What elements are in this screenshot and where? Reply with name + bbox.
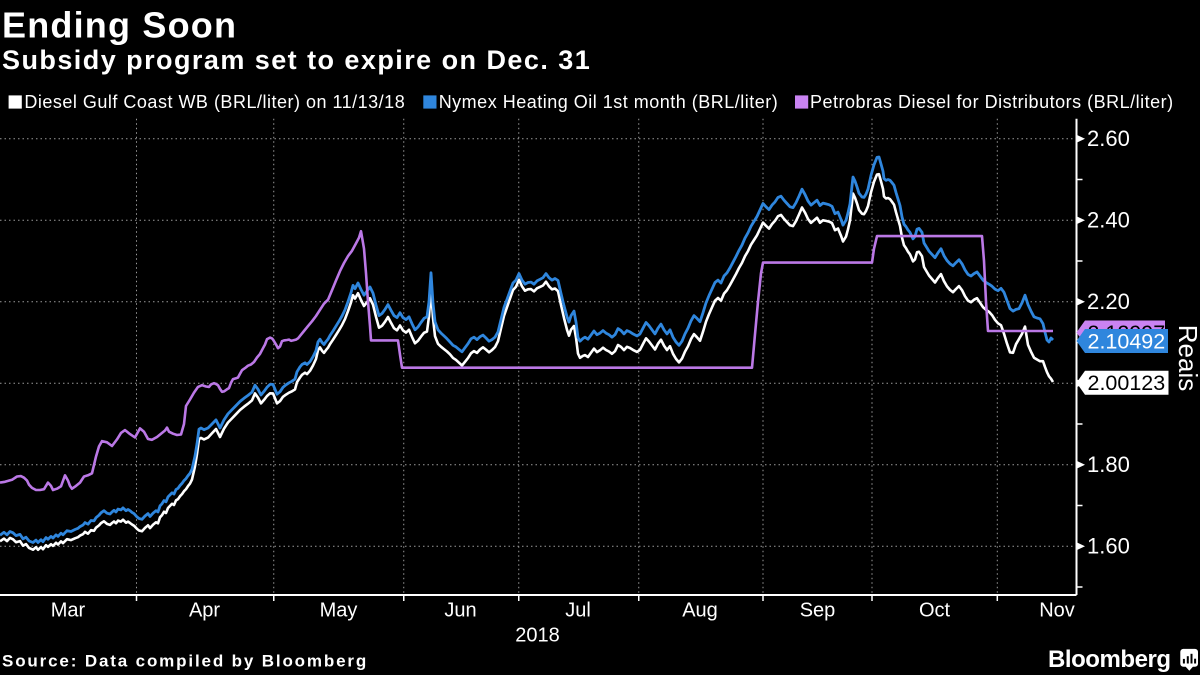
svg-text:2.20: 2.20 bbox=[1087, 289, 1130, 314]
svg-text:Aug: Aug bbox=[682, 600, 718, 622]
svg-text:May: May bbox=[320, 600, 358, 622]
svg-text:Subsidy program set to expire: Subsidy program set to expire on Dec. 31 bbox=[2, 45, 591, 75]
svg-text:1.60: 1.60 bbox=[1087, 534, 1130, 559]
svg-text:Bloomberg: Bloomberg bbox=[1048, 646, 1171, 673]
svg-text:Mar: Mar bbox=[51, 600, 86, 622]
svg-text:2.40: 2.40 bbox=[1087, 208, 1130, 233]
svg-text:2.60: 2.60 bbox=[1087, 126, 1130, 151]
svg-text:Petrobras Diesel for Distribut: Petrobras Diesel for Distributors (BRL/l… bbox=[810, 92, 1174, 112]
svg-text:Diesel Gulf Coast WB (BRL/lite: Diesel Gulf Coast WB (BRL/liter) on 11/1… bbox=[24, 92, 405, 112]
svg-text:1.80: 1.80 bbox=[1087, 452, 1130, 477]
svg-text:Reais: Reais bbox=[1173, 325, 1200, 391]
svg-text:2018: 2018 bbox=[515, 625, 560, 647]
svg-text:2.00123: 2.00123 bbox=[1088, 371, 1166, 395]
svg-text:2.10492: 2.10492 bbox=[1088, 330, 1166, 354]
svg-text:Source: Data compiled by Bloom: Source: Data compiled by Bloomberg bbox=[2, 652, 368, 671]
svg-text:Nov: Nov bbox=[1039, 600, 1075, 622]
svg-text:Oct: Oct bbox=[919, 600, 951, 622]
svg-text:Ending Soon: Ending Soon bbox=[2, 5, 237, 46]
svg-text:Jul: Jul bbox=[565, 600, 591, 622]
svg-text:Jun: Jun bbox=[444, 600, 476, 622]
svg-text:Apr: Apr bbox=[189, 600, 220, 622]
svg-text:Nymex Heating Oil 1st month (B: Nymex Heating Oil 1st month (BRL/liter) bbox=[439, 92, 779, 112]
svg-text:Sep: Sep bbox=[800, 600, 836, 622]
